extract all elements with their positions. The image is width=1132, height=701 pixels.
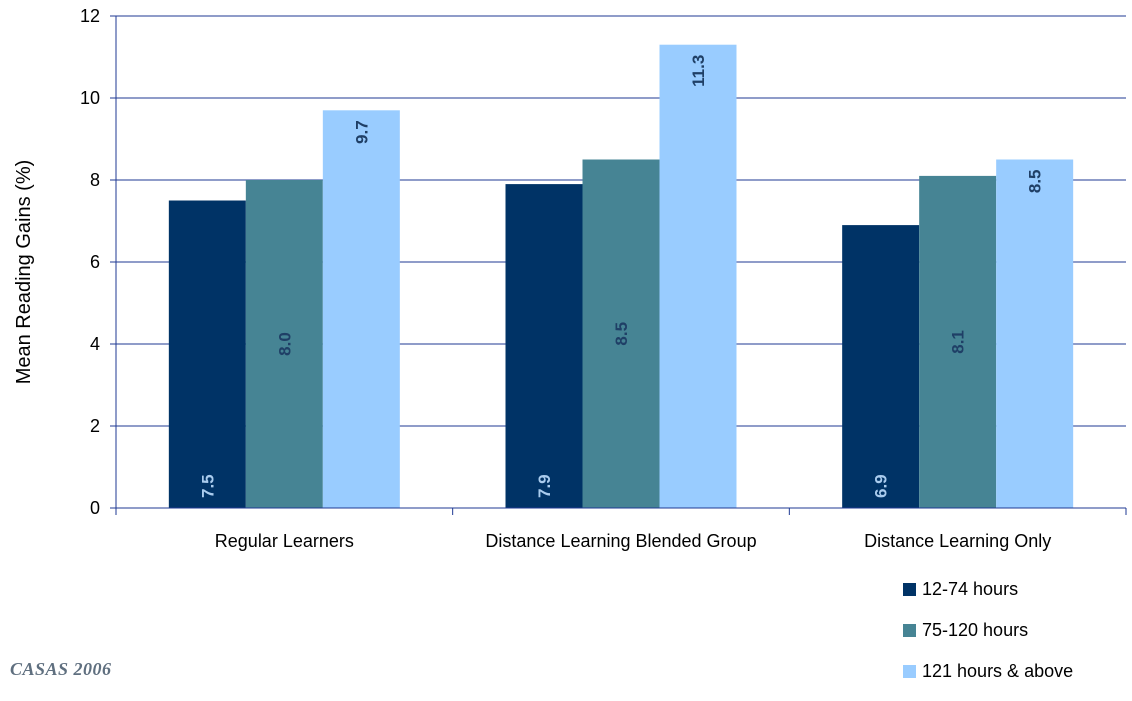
y-axis-label: Mean Reading Gains (%) [13, 160, 35, 385]
data-label: 6.9 [872, 474, 891, 498]
bar [322, 110, 400, 509]
data-labels: 7.5 8.0 9.7 7.9 8.5 11.3 6.9 8.1 8.5 [198, 55, 1044, 498]
data-label: 11.3 [689, 55, 708, 87]
data-label: 8.5 [612, 322, 631, 346]
data-label: 7.9 [535, 474, 554, 498]
legend-item-75-120: 75-120 hours [903, 619, 1073, 641]
x-axis-categories: Regular Learners Distance Learning Blende… [115, 508, 1127, 551]
legend-item-121-above: 121 hours & above [903, 660, 1073, 682]
legend-label: 12-74 hours [922, 578, 1019, 599]
y-tick-label: 6 [90, 252, 100, 272]
bar [996, 159, 1074, 508]
y-tick-label: 10 [80, 88, 100, 108]
y-tick-label: 2 [90, 416, 100, 436]
x-category-label: Distance Learning Blended Group [485, 531, 756, 551]
data-label: 8.0 [275, 332, 294, 356]
legend-swatch [903, 582, 916, 596]
legend-swatch [903, 664, 916, 678]
bars [168, 44, 1074, 509]
x-category-label: Regular Learners [215, 531, 354, 551]
bar-chart: 0 2 4 6 8 10 12 7.5 8.0 9.7 7.9 8.5 11.3 6.9 8.1 8.5 R… [13, 6, 1127, 551]
x-category-label: Distance Learning Only [864, 531, 1051, 551]
bar [582, 159, 660, 508]
data-label: 7.5 [198, 474, 217, 498]
data-label: 9.7 [352, 120, 371, 144]
legend-label: 75-120 hours [922, 619, 1029, 640]
legend-swatch [903, 623, 916, 637]
bar [842, 225, 920, 508]
bar [168, 200, 246, 508]
bar [245, 180, 323, 508]
bar [919, 175, 997, 508]
y-tick-label: 4 [90, 334, 100, 354]
legend-label: 121 hours & above [922, 660, 1074, 681]
y-axis-ticks: 0 2 4 6 8 10 12 [80, 6, 116, 518]
bar [659, 44, 737, 508]
data-label: 8.5 [1026, 170, 1045, 194]
bar [505, 184, 583, 508]
data-label: 8.1 [949, 330, 968, 354]
y-tick-label: 0 [90, 498, 100, 518]
y-tick-label: 8 [90, 170, 100, 190]
legend: 12-74 hours 75-120 hours 121 hours & abo… [903, 578, 1073, 701]
legend-item-12-74: 12-74 hours [903, 578, 1073, 600]
casas-logo: CASAS 2006 [10, 659, 112, 679]
y-tick-label: 12 [80, 6, 100, 26]
